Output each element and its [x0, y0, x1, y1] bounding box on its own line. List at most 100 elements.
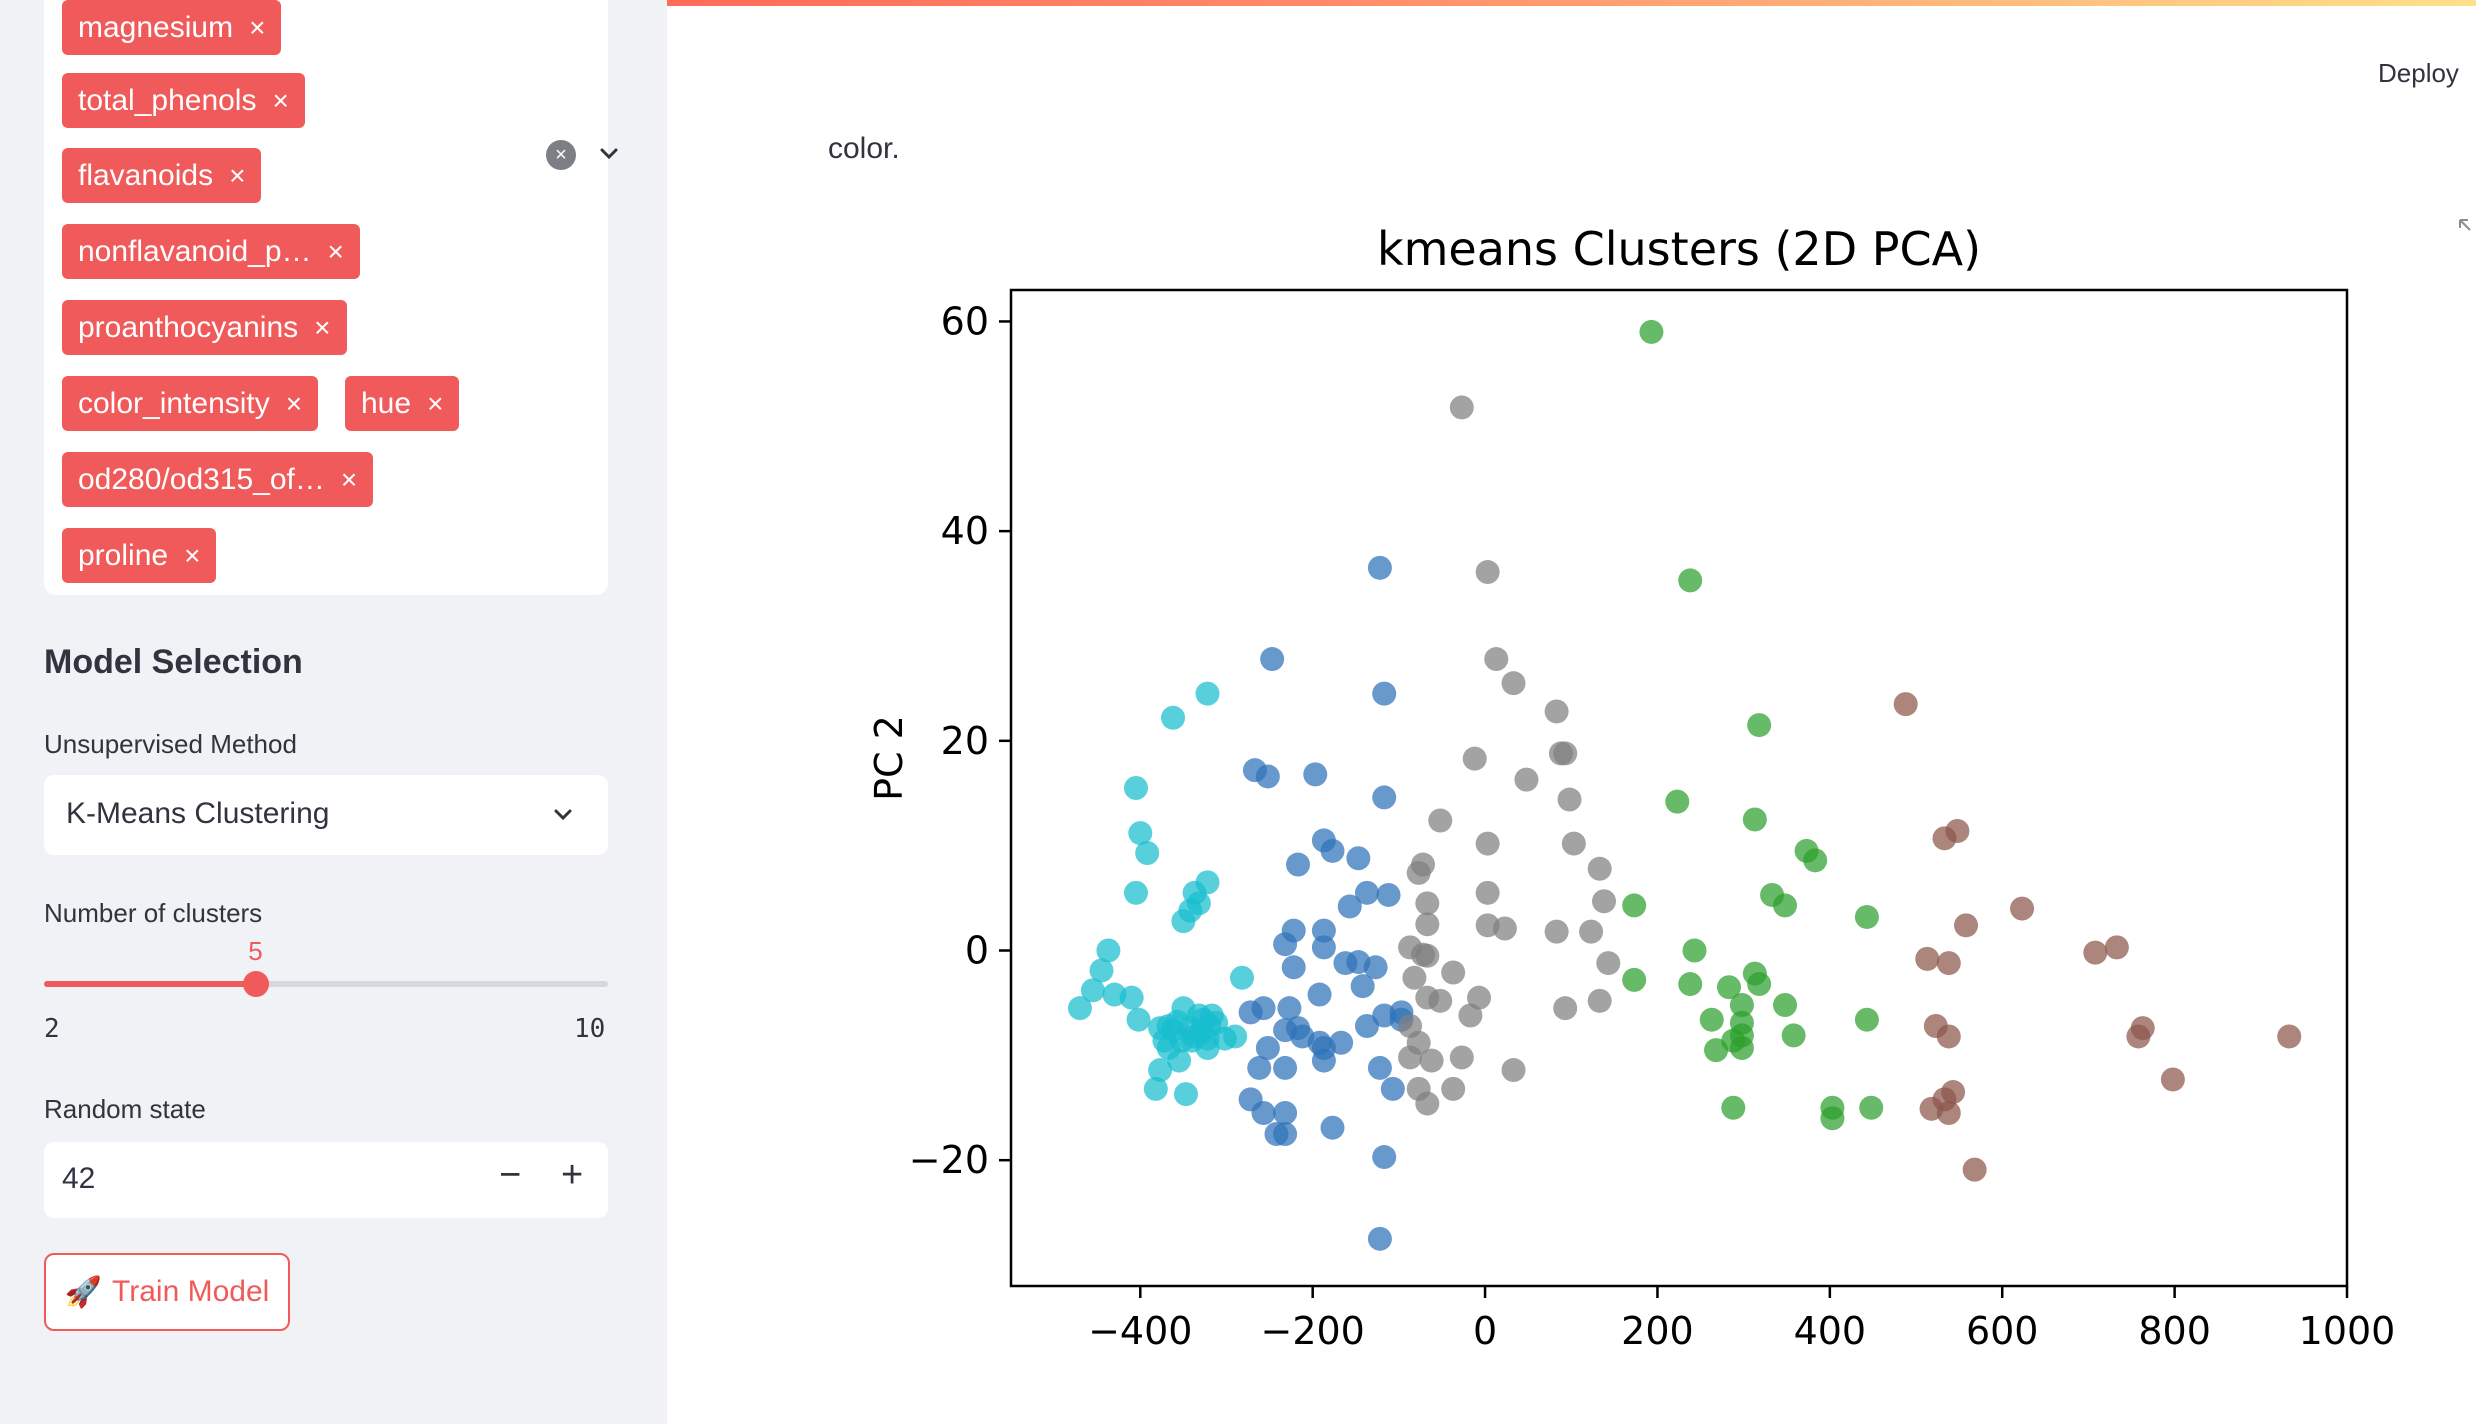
data-point	[2083, 940, 2108, 965]
random-state-value[interactable]: 42	[62, 1162, 96, 1195]
data-point	[1682, 938, 1707, 963]
data-point	[1699, 1007, 1724, 1032]
chevron-down-icon	[554, 809, 572, 821]
chevron-down-icon[interactable]	[597, 142, 621, 166]
plot-frame	[1009, 288, 2349, 1288]
data-point	[1277, 996, 1302, 1021]
data-point	[1372, 1145, 1397, 1170]
slider-min: 2	[44, 1014, 60, 1044]
data-point	[1415, 1091, 1440, 1116]
feature-tag-label: total_phenols	[78, 84, 257, 117]
data-point	[1729, 1036, 1754, 1061]
data-point	[1380, 1076, 1405, 1101]
data-point	[1587, 856, 1612, 881]
data-point	[2160, 1067, 2185, 1092]
data-point	[1893, 692, 1918, 717]
data-point	[1449, 1045, 1474, 1070]
data-point	[1622, 967, 1647, 992]
method-select[interactable]: K-Means Clustering	[44, 775, 608, 855]
data-point	[1376, 882, 1401, 907]
clusters-slider[interactable]	[44, 971, 608, 997]
data-point	[1173, 1082, 1198, 1107]
data-point	[1441, 1076, 1466, 1101]
data-point	[1320, 838, 1345, 863]
data-point	[1548, 741, 1573, 766]
data-point	[1859, 1095, 1884, 1120]
data-point	[1544, 919, 1569, 944]
feature-tag-label: hue	[361, 387, 412, 420]
remove-tag-icon[interactable]: ×	[285, 388, 303, 419]
x-tick-label: −200	[1260, 1309, 1364, 1353]
y-tick-label: −20	[909, 1138, 989, 1182]
feature-tag-label: proline	[78, 539, 169, 572]
data-point	[1854, 904, 1879, 929]
remove-tag-icon[interactable]: ×	[272, 85, 289, 116]
remove-tag-icon[interactable]: ×	[184, 540, 201, 571]
rocket-icon: 🚀	[64, 1275, 103, 1309]
data-point	[1449, 395, 1474, 420]
y-axis-label: PC 2	[867, 715, 911, 801]
data-point	[1441, 960, 1466, 985]
data-point	[1936, 1024, 1961, 1049]
data-point	[1729, 993, 1754, 1018]
data-point	[1363, 955, 1388, 980]
remove-tag-icon[interactable]: ×	[249, 12, 266, 43]
data-point	[1367, 555, 1392, 580]
data-point	[1773, 993, 1798, 1018]
data-point	[1135, 841, 1160, 866]
decrement-button[interactable]: −	[499, 1154, 522, 1196]
data-point	[1354, 1013, 1379, 1038]
deploy-button[interactable]: Deploy	[2378, 58, 2459, 88]
data-point	[1337, 894, 1362, 919]
y-tick-label: 0	[965, 929, 989, 973]
data-point	[1372, 785, 1397, 810]
method-select-value: K-Means Clustering	[66, 797, 330, 830]
remove-tag-icon[interactable]: ×	[427, 388, 444, 419]
sidebar: magnesium × total_phenols × flavanoids ×…	[0, 0, 667, 1424]
increment-button[interactable]: +	[561, 1154, 584, 1196]
data-point	[1592, 889, 1617, 914]
remove-tag-icon[interactable]: ×	[229, 160, 246, 191]
clear-all-icon[interactable]: ×	[546, 140, 576, 170]
data-point	[1557, 787, 1582, 812]
remove-tag-icon[interactable]: ×	[314, 312, 331, 343]
data-point	[1273, 1055, 1298, 1080]
data-point	[1462, 746, 1487, 771]
train-model-button[interactable]: 🚀 Train Model	[44, 1253, 290, 1331]
data-point	[1475, 831, 1500, 856]
data-point	[1089, 958, 1114, 983]
data-point	[1260, 647, 1285, 672]
data-point	[1096, 938, 1121, 963]
x-tick-label: 200	[1621, 1309, 1694, 1353]
feature-multiselect[interactable]: magnesium × total_phenols × flavanoids ×…	[44, 0, 618, 595]
data-point	[1247, 1055, 1272, 1080]
remove-tag-icon[interactable]: ×	[327, 236, 344, 267]
data-point	[1415, 891, 1440, 916]
data-point	[1303, 762, 1328, 787]
slider-thumb[interactable]	[242, 971, 269, 997]
clusters-label: Number of clusters	[44, 898, 263, 928]
feature-tag-label: color_intensity	[78, 387, 270, 420]
data-point	[1561, 831, 1586, 856]
data-point	[1501, 671, 1526, 696]
data-point	[1781, 1023, 1806, 1048]
data-point	[2104, 935, 2129, 960]
data-point	[1458, 1003, 1483, 1028]
data-point	[1123, 880, 1148, 905]
data-point	[1475, 560, 1500, 585]
remove-tag-icon[interactable]: ×	[340, 464, 358, 495]
data-point	[1367, 1055, 1392, 1080]
data-point	[1273, 1121, 1298, 1146]
data-point	[1286, 852, 1311, 877]
random-state-input[interactable]: 42 − +	[44, 1142, 608, 1218]
top-decoration-bar	[0, 0, 2476, 6]
data-point	[1311, 935, 1336, 960]
slider-value: 5	[248, 936, 263, 966]
slider-max: 10	[574, 1014, 606, 1044]
data-point	[1962, 1157, 1987, 1182]
fullscreen-icon[interactable]	[2456, 216, 2476, 236]
data-point	[1281, 955, 1306, 980]
data-point	[1080, 978, 1105, 1003]
feature-tag-label: proanthocyanins	[78, 311, 299, 344]
data-point	[1171, 909, 1196, 934]
